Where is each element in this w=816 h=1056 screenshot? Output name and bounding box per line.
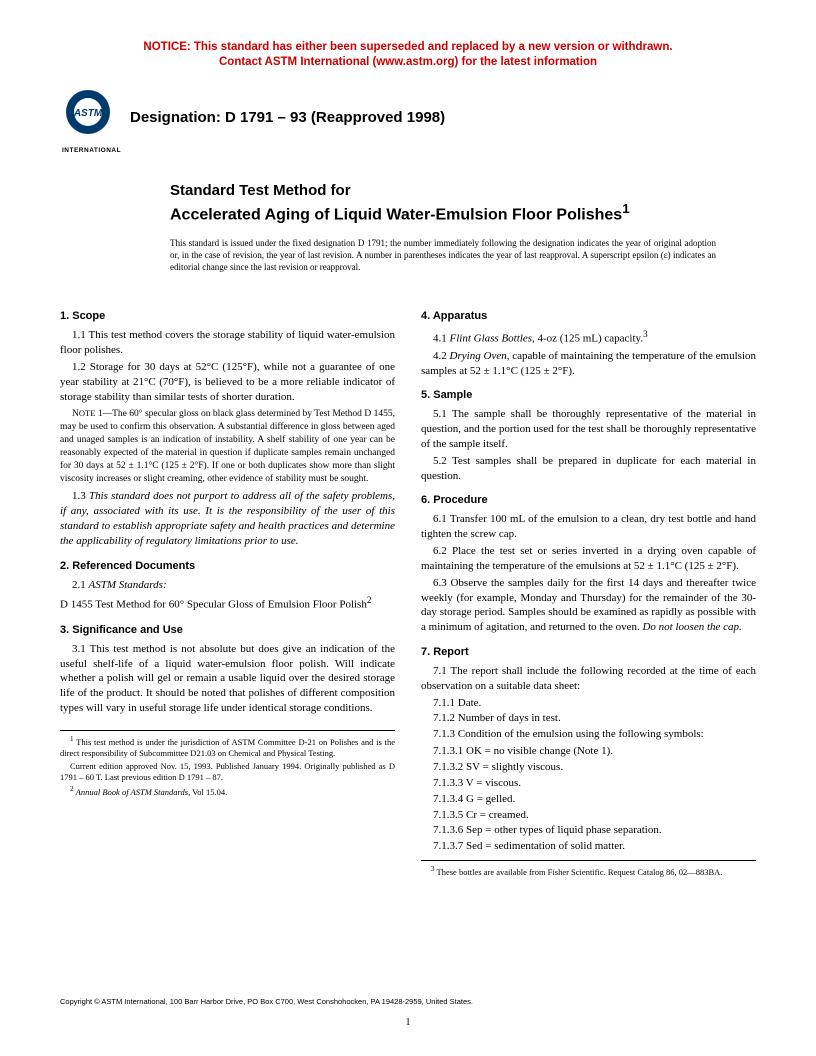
title-block: Standard Test Method for Accelerated Agi…: [170, 182, 756, 225]
report-7-1-2: 7.1.2 Number of days in test.: [421, 711, 756, 726]
title-main: Accelerated Aging of Liquid Water-Emulsi…: [170, 201, 756, 225]
report-7-1-3-5: 7.1.3.5 Cr = creamed.: [421, 808, 756, 823]
page-number: 1: [0, 1017, 816, 1028]
scope-head: 1. Scope: [60, 309, 395, 324]
body-columns: 1. Scope 1.1 This test method covers the…: [60, 299, 756, 880]
significance-head: 3. Significance and Use: [60, 623, 395, 638]
designation-text: Designation: D 1791 – 93 (Reapproved 199…: [130, 109, 445, 126]
header-row: ASTM INTERNATIONAL Designation: D 1791 –…: [60, 88, 756, 154]
apparatus-4-2: 4.2 Drying Oven, capable of maintaining …: [421, 349, 756, 379]
scope-note-1: NOTE 1—The 60° specular gloss on black g…: [60, 408, 395, 485]
footnotes-right: 3 These bottles are available from Fishe…: [421, 860, 756, 878]
footnote-1b: Current edition approved Nov. 15, 1993. …: [60, 761, 395, 783]
refdocs-entry: D 1455 Test Method for 60° Specular Glos…: [60, 594, 395, 613]
significance-3-1: 3.1 This test method is not absolute but…: [60, 642, 395, 716]
scope-1-3-text: This standard does not purport to addres…: [60, 490, 395, 547]
footnote-3: 3 These bottles are available from Fishe…: [421, 865, 756, 878]
report-7-1-3-6: 7.1.3.6 Sep = other types of liquid phas…: [421, 823, 756, 838]
apparatus-4-1: 4.1 Flint Glass Bottles, 4-oz (125 mL) c…: [421, 328, 756, 347]
notice-line-1: NOTICE: This standard has either been su…: [143, 41, 672, 53]
footnotes-left: 1 This test method is under the jurisdic…: [60, 730, 395, 798]
issuance-note: This standard is issued under the fixed …: [170, 237, 716, 273]
report-7-1-3-1: 7.1.3.1 OK = no visible change (Note 1).: [421, 744, 756, 759]
logo-block: ASTM INTERNATIONAL: [60, 88, 130, 154]
refdocs-2-1: 2.1 ASTM Standards:: [60, 578, 395, 593]
footnote-2: 2 Annual Book of ASTM Standards, Vol 15.…: [60, 785, 395, 798]
sample-head: 5. Sample: [421, 388, 756, 403]
notice-banner: NOTICE: This standard has either been su…: [60, 40, 756, 70]
title-prefix: Standard Test Method for: [170, 182, 756, 201]
copyright-text: Copyright © ASTM International, 100 Barr…: [60, 997, 756, 1006]
astm-logo-icon: ASTM: [60, 88, 116, 144]
report-head: 7. Report: [421, 645, 756, 660]
report-7-1-3-2: 7.1.3.2 SV = slightly viscous.: [421, 760, 756, 775]
scope-1-2: 1.2 Storage for 30 days at 52°C (125°F),…: [60, 360, 395, 405]
procedure-head: 6. Procedure: [421, 493, 756, 508]
sample-5-2: 5.2 Test samples shall be prepared in du…: [421, 454, 756, 484]
report-7-1-3-4: 7.1.3.4 G = gelled.: [421, 792, 756, 807]
procedure-6-2: 6.2 Place the test set or series inverte…: [421, 544, 756, 574]
apparatus-head: 4. Apparatus: [421, 309, 756, 324]
report-7-1-3-7: 7.1.3.7 Sed = sedimentation of solid mat…: [421, 839, 756, 854]
procedure-6-3: 6.3 Observe the samples daily for the fi…: [421, 576, 756, 635]
sample-5-1: 5.1 The sample shall be thoroughly repre…: [421, 407, 756, 452]
scope-1-1: 1.1 This test method covers the storage …: [60, 328, 395, 358]
notice-line-2: Contact ASTM International (www.astm.org…: [219, 56, 597, 68]
refdocs-head: 2. Referenced Documents: [60, 559, 395, 574]
report-7-1-3-3: 7.1.3.3 V = viscous.: [421, 776, 756, 791]
report-7-1-1: 7.1.1 Date.: [421, 696, 756, 711]
scope-1-3: 1.3 This standard does not purport to ad…: [60, 489, 395, 548]
svg-text:ASTM: ASTM: [73, 108, 103, 119]
report-7-1-3: 7.1.3 Condition of the emulsion using th…: [421, 727, 756, 742]
title-sup: 1: [622, 201, 629, 216]
title-main-text: Accelerated Aging of Liquid Water-Emulsi…: [170, 206, 622, 223]
logo-sublabel: INTERNATIONAL: [62, 147, 130, 154]
footnote-1: 1 This test method is under the jurisdic…: [60, 735, 395, 759]
report-7-1: 7.1 The report shall include the followi…: [421, 664, 756, 694]
procedure-6-1: 6.1 Transfer 100 mL of the emulsion to a…: [421, 512, 756, 542]
document-page: NOTICE: This standard has either been su…: [0, 0, 816, 910]
